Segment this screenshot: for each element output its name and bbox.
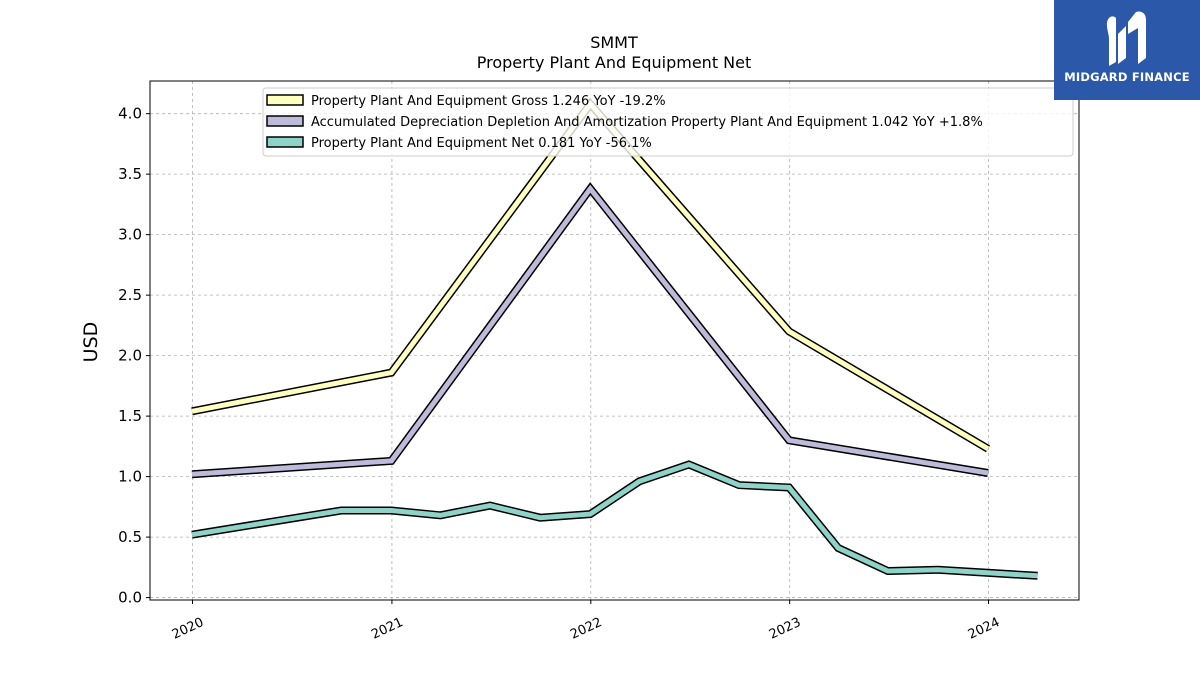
logo-text: MIDGARD FINANCE bbox=[1064, 70, 1190, 84]
y-tick-label: 2.0 bbox=[118, 347, 142, 365]
x-tick-label: 2020 bbox=[170, 615, 206, 643]
chart-title: SMMT bbox=[590, 33, 638, 52]
plot-area-frame bbox=[149, 80, 1080, 601]
legend-box bbox=[262, 87, 1074, 157]
legend-entry-label: Property Plant And Equipment Gross 1.246… bbox=[311, 94, 666, 109]
legend-entry-label: Accumulated Depreciation Depletion And A… bbox=[311, 115, 983, 130]
legend-swatch bbox=[266, 94, 304, 106]
legend-entry-label: Property Plant And Equipment Net 0.181 Y… bbox=[311, 136, 652, 151]
y-tick-label: 4.0 bbox=[118, 105, 142, 123]
x-tick-label: 2022 bbox=[568, 615, 604, 643]
x-tick-label: 2024 bbox=[966, 615, 1002, 643]
y-axis-label: USD bbox=[80, 322, 102, 363]
y-tick-label: 3.5 bbox=[118, 165, 142, 183]
series-line-2 bbox=[191, 461, 1038, 579]
legend-swatch bbox=[266, 136, 304, 148]
y-tick-label: 3.0 bbox=[118, 226, 142, 244]
series-line-1 bbox=[191, 184, 989, 477]
x-axis: 2020 2021 2022 2023 2024 bbox=[170, 600, 1002, 643]
chart-subtitle: Property Plant And Equipment Net bbox=[477, 53, 752, 72]
midgard-logo: MIDGARD FINANCE bbox=[1054, 0, 1200, 100]
series-lines bbox=[191, 97, 1038, 580]
legend-swatch bbox=[266, 115, 304, 127]
y-tick-label: 2.5 bbox=[118, 286, 142, 304]
y-tick-label: 1.0 bbox=[118, 468, 142, 486]
x-tick-label: 2023 bbox=[767, 615, 803, 643]
y-tick-label: 1.5 bbox=[118, 407, 142, 425]
y-axis: 0.0 0.5 1.0 1.5 2.0 2.5 3.0 3.5 4.0 bbox=[118, 105, 150, 607]
series-outline-2 bbox=[191, 460, 1038, 580]
y-tick-label: 0.5 bbox=[118, 528, 142, 546]
midgard-logo-icon bbox=[1106, 11, 1146, 67]
y-tick-label: 0.0 bbox=[118, 589, 142, 607]
x-tick-label: 2021 bbox=[369, 615, 405, 643]
series-outline-1 bbox=[191, 182, 989, 479]
legend: Property Plant And Equipment Gross 1.246… bbox=[262, 87, 1074, 157]
